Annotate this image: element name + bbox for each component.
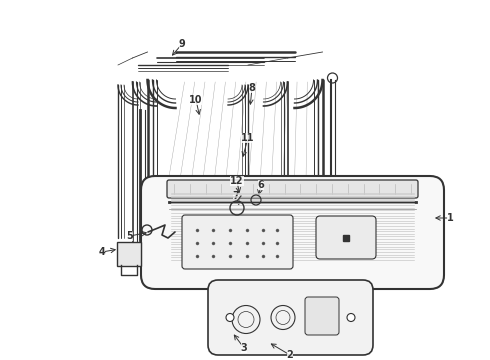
Circle shape xyxy=(226,314,234,321)
FancyBboxPatch shape xyxy=(167,180,418,198)
Text: 2: 2 xyxy=(287,350,294,360)
FancyBboxPatch shape xyxy=(182,215,293,269)
Text: 10: 10 xyxy=(189,95,203,105)
Text: 1: 1 xyxy=(446,213,453,223)
Text: 3: 3 xyxy=(241,343,247,353)
Text: 7: 7 xyxy=(233,191,240,201)
Text: 4: 4 xyxy=(98,247,105,257)
Text: 12: 12 xyxy=(230,176,244,186)
Text: 8: 8 xyxy=(248,83,255,93)
Text: 11: 11 xyxy=(241,133,255,143)
FancyBboxPatch shape xyxy=(208,280,373,355)
FancyBboxPatch shape xyxy=(316,216,376,259)
Text: 9: 9 xyxy=(179,39,185,49)
FancyBboxPatch shape xyxy=(305,297,339,335)
FancyBboxPatch shape xyxy=(117,242,141,266)
Circle shape xyxy=(347,314,355,321)
Text: 6: 6 xyxy=(258,180,265,190)
FancyBboxPatch shape xyxy=(141,176,444,289)
Text: 5: 5 xyxy=(126,231,133,241)
